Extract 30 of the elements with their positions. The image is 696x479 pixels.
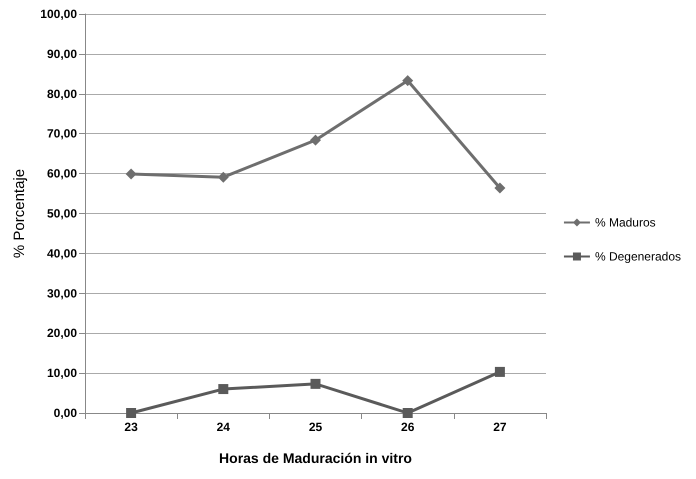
y-tick-label: 50,00 <box>46 206 78 220</box>
y-tick-label: 80,00 <box>46 86 78 101</box>
point <box>126 408 136 418</box>
x-tick-label: 26 <box>401 420 415 434</box>
point <box>402 408 413 418</box>
y-tick-label: 90,00 <box>46 46 78 61</box>
point <box>310 378 320 389</box>
y-tick-label: 60,00 <box>46 166 78 181</box>
y-tick-label: 30,00 <box>46 286 78 300</box>
y-axis-title: % Porcentaje <box>11 168 28 258</box>
x-tick-label: 24 <box>216 420 230 434</box>
y-tick-label: 0,00 <box>54 406 78 420</box>
point <box>218 172 229 183</box>
x-tick-label: 25 <box>308 420 322 434</box>
point <box>310 134 321 146</box>
legend-label: % Maduros <box>594 216 656 230</box>
y-tick-label: 40,00 <box>46 246 78 260</box>
point <box>494 366 505 377</box>
point <box>402 75 414 86</box>
y-tick-label: 10,00 <box>46 366 78 380</box>
point <box>218 384 228 394</box>
y-tick-label: 100,00 <box>40 7 78 21</box>
y-tick-label: 70,00 <box>46 126 78 141</box>
legend-label: % Degenerados <box>594 250 682 264</box>
x-tick-label: 23 <box>124 420 138 434</box>
point <box>494 182 506 194</box>
x-axis-title: Horas de Maduración in vitro <box>219 450 412 466</box>
point <box>126 168 137 180</box>
y-tick-label: 20,00 <box>46 326 78 340</box>
x-tick-label: 27 <box>493 420 507 434</box>
